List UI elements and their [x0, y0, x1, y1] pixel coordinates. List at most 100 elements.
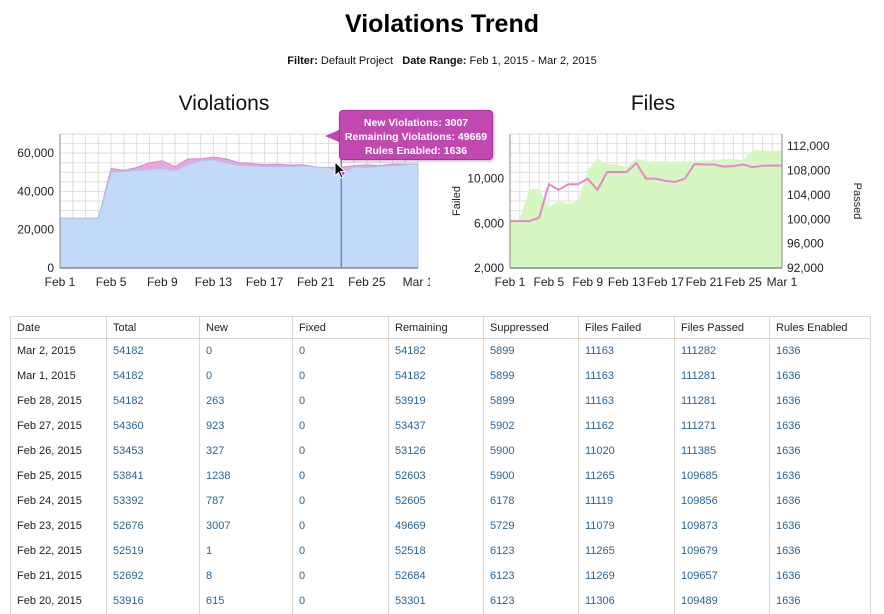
- new-link[interactable]: 0: [199, 338, 293, 364]
- suppressed-link[interactable]: 5899: [483, 363, 579, 389]
- rules-enabled-link[interactable]: 1636: [769, 463, 871, 489]
- rules-enabled-link[interactable]: 1636: [769, 538, 871, 564]
- column-header-rules-enabled[interactable]: Rules Enabled: [769, 316, 871, 339]
- total-link[interactable]: 54182: [106, 388, 200, 414]
- files-passed-link[interactable]: 109856: [674, 488, 770, 514]
- total-link[interactable]: 53916: [106, 588, 200, 614]
- files-failed-link[interactable]: 11306: [578, 588, 675, 614]
- fixed-link[interactable]: 0: [292, 563, 389, 589]
- fixed-link[interactable]: 0: [292, 538, 389, 564]
- total-link[interactable]: 52676: [106, 513, 200, 539]
- suppressed-link[interactable]: 6123: [483, 588, 579, 614]
- suppressed-link[interactable]: 6123: [483, 538, 579, 564]
- fixed-link[interactable]: 0: [292, 513, 389, 539]
- table-row: Feb 26, 2015 53453 327 0 53126 5900 11020 11138…: [10, 438, 871, 464]
- remaining-link[interactable]: 54182: [388, 338, 484, 364]
- column-header-new[interactable]: New: [199, 316, 293, 339]
- total-link[interactable]: 53453: [106, 438, 200, 464]
- files-failed-link[interactable]: 11163: [578, 363, 675, 389]
- total-link[interactable]: 54360: [106, 413, 200, 439]
- rules-enabled-link[interactable]: 1636: [769, 488, 871, 514]
- rules-enabled-link[interactable]: 1636: [769, 563, 871, 589]
- total-link[interactable]: 52519: [106, 538, 200, 564]
- remaining-link[interactable]: 53919: [388, 388, 484, 414]
- total-link[interactable]: 53392: [106, 488, 200, 514]
- files-failed-link[interactable]: 11269: [578, 563, 675, 589]
- remaining-link[interactable]: 54182: [388, 363, 484, 389]
- column-header-suppressed[interactable]: Suppressed: [483, 316, 579, 339]
- total-link[interactable]: 54182: [106, 363, 200, 389]
- files-passed-link[interactable]: 109657: [674, 563, 770, 589]
- remaining-link[interactable]: 52605: [388, 488, 484, 514]
- remaining-link[interactable]: 53126: [388, 438, 484, 464]
- files-passed-link[interactable]: 109873: [674, 513, 770, 539]
- fixed-link[interactable]: 0: [292, 463, 389, 489]
- suppressed-link[interactable]: 5902: [483, 413, 579, 439]
- suppressed-link[interactable]: 6123: [483, 563, 579, 589]
- files-failed-link[interactable]: 11020: [578, 438, 675, 464]
- column-header-files-failed[interactable]: Files Failed: [578, 316, 675, 339]
- remaining-link[interactable]: 52603: [388, 463, 484, 489]
- rules-enabled-link[interactable]: 1636: [769, 588, 871, 614]
- new-link[interactable]: 787: [199, 488, 293, 514]
- files-passed-link[interactable]: 111271: [674, 413, 770, 439]
- new-link[interactable]: 923: [199, 413, 293, 439]
- files-failed-link[interactable]: 11163: [578, 338, 675, 364]
- files-failed-link[interactable]: 11079: [578, 513, 675, 539]
- total-link[interactable]: 52692: [106, 563, 200, 589]
- files-failed-link[interactable]: 11119: [578, 488, 675, 514]
- files-passed-link[interactable]: 109685: [674, 463, 770, 489]
- column-header-total[interactable]: Total: [106, 316, 200, 339]
- files-passed-link[interactable]: 111281: [674, 363, 770, 389]
- new-link[interactable]: 3007: [199, 513, 293, 539]
- new-link[interactable]: 327: [199, 438, 293, 464]
- rules-enabled-link[interactable]: 1636: [769, 413, 871, 439]
- column-header-date[interactable]: Date: [10, 316, 107, 339]
- new-link[interactable]: 263: [199, 388, 293, 414]
- suppressed-link[interactable]: 5899: [483, 388, 579, 414]
- total-link[interactable]: 53841: [106, 463, 200, 489]
- fixed-link[interactable]: 0: [292, 338, 389, 364]
- files-failed-link[interactable]: 11162: [578, 413, 675, 439]
- fixed-link[interactable]: 0: [292, 363, 389, 389]
- suppressed-link[interactable]: 6178: [483, 488, 579, 514]
- rules-enabled-link[interactable]: 1636: [769, 388, 871, 414]
- remaining-link[interactable]: 49669: [388, 513, 484, 539]
- fixed-link[interactable]: 0: [292, 438, 389, 464]
- suppressed-link[interactable]: 5900: [483, 463, 579, 489]
- suppressed-link[interactable]: 5899: [483, 338, 579, 364]
- new-link[interactable]: 1: [199, 538, 293, 564]
- files-failed-link[interactable]: 11265: [578, 463, 675, 489]
- column-header-fixed[interactable]: Fixed: [292, 316, 389, 339]
- fixed-link[interactable]: 0: [292, 488, 389, 514]
- new-link[interactable]: 8: [199, 563, 293, 589]
- files-failed-link[interactable]: 11163: [578, 388, 675, 414]
- remaining-link[interactable]: 52518: [388, 538, 484, 564]
- files-passed-link[interactable]: 109489: [674, 588, 770, 614]
- files-passed-link[interactable]: 111282: [674, 338, 770, 364]
- violations-chart[interactable]: 0 20,000 40,000 60,000 Feb 1 Feb 5 Feb 9 Feb 13…: [0, 118, 430, 298]
- files-passed-link[interactable]: 111385: [674, 438, 770, 464]
- rules-enabled-link[interactable]: 1636: [769, 363, 871, 389]
- new-link[interactable]: 615: [199, 588, 293, 614]
- rules-enabled-link[interactable]: 1636: [769, 513, 871, 539]
- remaining-link[interactable]: 53437: [388, 413, 484, 439]
- files-passed-link[interactable]: 111281: [674, 388, 770, 414]
- files-chart[interactable]: 2,000 6,000 10,000 92,000 96,000 100,000 104,0…: [440, 118, 884, 298]
- column-header-files-passed[interactable]: Files Passed: [674, 316, 770, 339]
- new-link[interactable]: 1238: [199, 463, 293, 489]
- column-header-remaining[interactable]: Remaining: [388, 316, 484, 339]
- fixed-link[interactable]: 0: [292, 588, 389, 614]
- rules-enabled-link[interactable]: 1636: [769, 338, 871, 364]
- suppressed-link[interactable]: 5729: [483, 513, 579, 539]
- fixed-link[interactable]: 0: [292, 388, 389, 414]
- remaining-link[interactable]: 53301: [388, 588, 484, 614]
- total-link[interactable]: 54182: [106, 338, 200, 364]
- remaining-link[interactable]: 52684: [388, 563, 484, 589]
- suppressed-link[interactable]: 5900: [483, 438, 579, 464]
- files-passed-link[interactable]: 109679: [674, 538, 770, 564]
- new-link[interactable]: 0: [199, 363, 293, 389]
- fixed-link[interactable]: 0: [292, 413, 389, 439]
- rules-enabled-link[interactable]: 1636: [769, 438, 871, 464]
- files-failed-link[interactable]: 11265: [578, 538, 675, 564]
